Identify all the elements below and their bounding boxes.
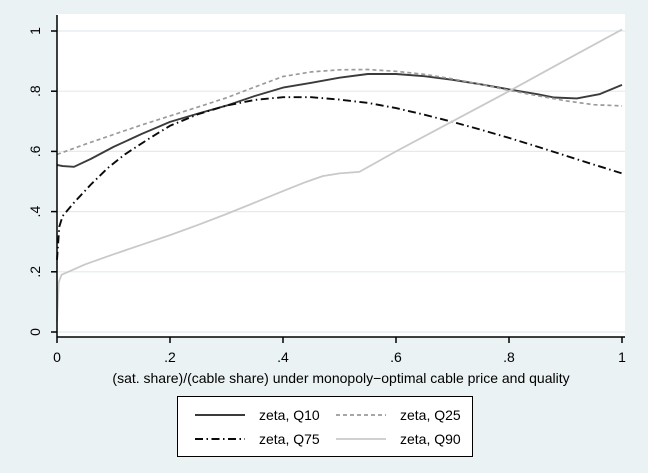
gridlines xyxy=(58,30,625,333)
plot-area xyxy=(57,14,625,337)
legend-entry-zeta-q75: zeta, Q75 xyxy=(186,429,327,448)
x-tick-label: .6 xyxy=(390,349,402,365)
x-tick-label: .8 xyxy=(503,349,515,365)
series-line-zeta-q10 xyxy=(56,73,623,168)
x-tick-label: .2 xyxy=(164,349,176,365)
solid-line-sample-icon xyxy=(336,437,386,440)
x-tick-label: 0 xyxy=(53,349,61,365)
x-tick-label: .4 xyxy=(277,349,289,365)
legend-label: zeta, Q25 xyxy=(400,406,461,423)
legend-entry-zeta-q90: zeta, Q90 xyxy=(327,429,468,448)
legend-label: zeta, Q75 xyxy=(259,430,320,447)
series-line-zeta-q75 xyxy=(56,96,623,260)
tick-labels: 0 .2 .4 .6 .8 1 0 .2 .4 .6 .8 1 xyxy=(27,27,626,365)
tick-marks xyxy=(51,30,623,343)
y-tick-label: 1 xyxy=(27,27,43,35)
y-tick-label: .8 xyxy=(27,85,43,97)
legend-entry-zeta-q10: zeta, Q10 xyxy=(186,405,327,424)
legend-label: zeta, Q10 xyxy=(259,406,320,423)
series-line-zeta-q90 xyxy=(56,28,623,322)
legend: zeta, Q10 zeta, Q25 zeta, Q75 zeta, Q90 xyxy=(177,396,473,457)
series-lines xyxy=(56,28,623,322)
y-tick-label: .2 xyxy=(27,266,43,278)
axes xyxy=(56,15,625,338)
legend-label: zeta, Q90 xyxy=(400,430,461,447)
y-tick-label: 0 xyxy=(27,328,43,336)
y-tick-label: .4 xyxy=(27,206,43,218)
series-line-zeta-q25 xyxy=(56,68,623,156)
line-chart-canvas: 0 .2 .4 .6 .8 1 0 .2 .4 .6 .8 1 xyxy=(27,14,626,365)
legend-entry-zeta-q25: zeta, Q25 xyxy=(327,405,468,424)
solid-line-sample-icon xyxy=(195,413,245,416)
y-tick-label: .6 xyxy=(27,145,43,157)
dashdot-line-sample-icon xyxy=(195,437,245,440)
x-axis-title: (sat. share)/(cable share) under monopol… xyxy=(112,370,570,386)
x-tick-label: 1 xyxy=(618,349,626,365)
dash-line-sample-icon xyxy=(336,413,386,416)
